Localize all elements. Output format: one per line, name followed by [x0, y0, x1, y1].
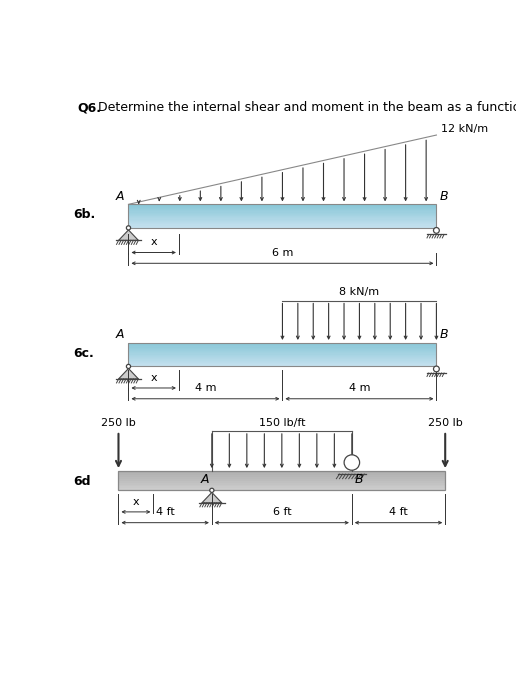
- Polygon shape: [128, 350, 437, 351]
- Polygon shape: [128, 344, 437, 345]
- Text: 4 ft: 4 ft: [156, 507, 174, 517]
- Circle shape: [433, 366, 439, 372]
- Text: 6 m: 6 m: [272, 248, 293, 258]
- Text: 4 m: 4 m: [195, 384, 216, 393]
- Polygon shape: [128, 365, 437, 367]
- Polygon shape: [119, 479, 445, 481]
- Polygon shape: [128, 357, 437, 359]
- Circle shape: [126, 365, 131, 369]
- Circle shape: [433, 227, 439, 234]
- Polygon shape: [128, 223, 437, 224]
- Text: 6c.: 6c.: [73, 347, 94, 360]
- Text: 12 kN/m: 12 kN/m: [441, 124, 488, 134]
- Polygon shape: [128, 351, 437, 352]
- Polygon shape: [128, 224, 437, 225]
- Polygon shape: [128, 227, 437, 228]
- Polygon shape: [119, 473, 445, 475]
- Text: 4 ft: 4 ft: [389, 507, 408, 517]
- Circle shape: [126, 226, 131, 230]
- Polygon shape: [119, 486, 445, 488]
- Polygon shape: [128, 211, 437, 213]
- Polygon shape: [119, 369, 138, 379]
- Polygon shape: [119, 230, 138, 240]
- Text: B: B: [440, 190, 448, 203]
- Polygon shape: [128, 213, 437, 214]
- Polygon shape: [128, 343, 437, 344]
- Polygon shape: [128, 349, 437, 350]
- Text: 8 kN/m: 8 kN/m: [340, 287, 379, 297]
- Text: Q6.: Q6.: [77, 101, 101, 114]
- Polygon shape: [128, 364, 437, 365]
- Text: A: A: [116, 190, 124, 203]
- Text: 250 lb: 250 lb: [101, 418, 136, 428]
- Text: 150 lb/ft: 150 lb/ft: [259, 418, 305, 428]
- Polygon shape: [119, 481, 445, 483]
- Polygon shape: [128, 221, 437, 222]
- Text: x: x: [133, 496, 139, 507]
- Polygon shape: [202, 492, 222, 503]
- Polygon shape: [128, 363, 437, 364]
- Text: x: x: [150, 237, 157, 247]
- Text: B: B: [440, 329, 448, 342]
- Polygon shape: [128, 352, 437, 354]
- Polygon shape: [119, 477, 445, 479]
- Polygon shape: [128, 210, 437, 211]
- Text: B: B: [354, 473, 363, 485]
- Polygon shape: [128, 346, 437, 348]
- Polygon shape: [128, 348, 437, 349]
- Polygon shape: [128, 216, 437, 217]
- Polygon shape: [128, 209, 437, 210]
- Polygon shape: [128, 208, 437, 209]
- Text: 250 lb: 250 lb: [428, 418, 462, 428]
- Polygon shape: [128, 219, 437, 221]
- Text: 6d: 6d: [73, 475, 91, 488]
- Polygon shape: [128, 215, 437, 216]
- Text: 6 ft: 6 ft: [272, 507, 291, 517]
- Polygon shape: [128, 217, 437, 219]
- Polygon shape: [119, 483, 445, 485]
- Polygon shape: [128, 225, 437, 227]
- Text: x: x: [150, 373, 157, 382]
- Polygon shape: [128, 204, 437, 206]
- Circle shape: [209, 488, 214, 492]
- Polygon shape: [128, 354, 437, 356]
- Text: 4 m: 4 m: [349, 384, 370, 393]
- Polygon shape: [119, 485, 445, 486]
- Text: Determine the internal shear and moment in the beam as a function of x.: Determine the internal shear and moment …: [99, 101, 516, 114]
- Text: A: A: [116, 329, 124, 342]
- Polygon shape: [119, 488, 445, 490]
- Polygon shape: [119, 471, 445, 473]
- Polygon shape: [119, 475, 445, 477]
- Polygon shape: [128, 361, 437, 362]
- Polygon shape: [128, 222, 437, 223]
- Text: A: A: [201, 473, 209, 485]
- Text: 6b.: 6b.: [73, 208, 95, 221]
- Polygon shape: [128, 356, 437, 357]
- Polygon shape: [128, 362, 437, 363]
- Polygon shape: [128, 359, 437, 361]
- Circle shape: [344, 455, 360, 471]
- Polygon shape: [128, 214, 437, 215]
- Polygon shape: [128, 345, 437, 346]
- Polygon shape: [128, 206, 437, 208]
